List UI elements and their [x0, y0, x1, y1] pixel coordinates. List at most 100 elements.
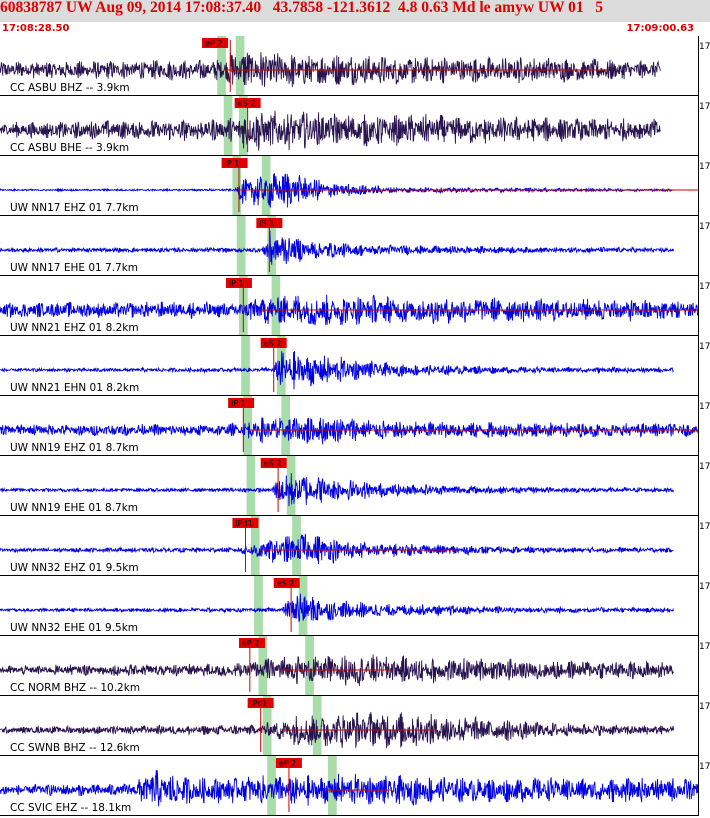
pick-label: eS 2: [264, 459, 282, 468]
pick-window: [238, 96, 248, 156]
pick-box: [260, 458, 287, 468]
pick-window: [232, 156, 242, 216]
trace: eP 2 CC ASBU BHZ -- 3.9km 17: [0, 38, 710, 96]
pick-label: iP 1: [231, 399, 246, 408]
trace: eS 2 UW NN19 EHE 01 8.7km 17: [0, 458, 710, 516]
pick-window: [236, 216, 246, 276]
station-label: UW NN17 EHE 01 7.7km: [10, 262, 138, 274]
station-label: UW NN17 EHZ 01 7.7km: [10, 202, 139, 214]
time-start-label: 17:08:28.50: [2, 23, 70, 34]
trace: eS 2 UW NN21 EHN 01 8.2km 17: [0, 338, 710, 396]
time-end-label: 17:09:00.63: [626, 23, 694, 34]
pick-window: [254, 576, 263, 636]
pick-label: eP 2: [205, 39, 222, 48]
edge-label: 17: [699, 162, 710, 172]
edge-label: 17: [699, 462, 710, 472]
waveform: [0, 52, 661, 88]
pick-window: [261, 156, 271, 216]
trace: eS 2 UW NN32 EHE 01 9.5km 17: [0, 578, 710, 636]
waveform: [0, 230, 674, 265]
trace: iP 1 UW NN19 EHZ 01 8.7km 17: [0, 398, 710, 456]
pick-box: [260, 338, 287, 348]
pick-window: [305, 636, 314, 696]
waveform: [0, 473, 674, 507]
edge-label: 17: [699, 42, 710, 52]
trace: eP 2 CC SVIC EHZ -- 18.1km 17: [0, 758, 710, 816]
trace: iPc1 CC SWNB BHZ -- 12.6km 17: [0, 698, 710, 756]
title-bar: 60838787 UW Aug 09, 2014 17:08:37.40 43.…: [0, 0, 710, 22]
pick-box: [221, 158, 248, 168]
pick-box: [202, 38, 229, 48]
pick-label: eS 2: [238, 99, 256, 108]
station-label: UW NN21 EHZ 01 8.2km: [10, 322, 139, 334]
pick-box: [256, 218, 283, 228]
edge-label: 17: [699, 282, 710, 292]
trace: eP 2 CC NORM BHZ -- 10.2km 17: [0, 638, 710, 696]
pick-box: [228, 398, 255, 408]
edge-label: 17: [699, 762, 710, 772]
station-label: CC NORM BHZ -- 10.2km: [10, 682, 140, 694]
waveform: [0, 294, 699, 326]
pick-window: [298, 576, 308, 636]
trace: iP 1 UW NN17 EHZ 01 7.7km 17: [0, 158, 710, 216]
trace: iPd1 UW NN32 EHZ 01 9.5km 17: [0, 518, 710, 576]
edge-label: 17: [699, 222, 710, 232]
waveform: [0, 110, 661, 151]
waveform: [0, 593, 674, 623]
waveform: [0, 712, 674, 749]
station-label: UW NN19 EHZ 01 8.7km: [10, 442, 139, 454]
trace: iP 1 UW NN21 EHZ 01 8.2km 17: [0, 278, 710, 336]
pick-box: [247, 698, 274, 708]
waveform: [0, 533, 674, 565]
station-label: CC ASBU BHE -- 3.9km: [10, 142, 129, 154]
pick-window: [243, 396, 253, 456]
pick-label: iPc1: [251, 699, 268, 708]
pick-window: [250, 516, 260, 576]
pick-label: eS 2: [277, 579, 295, 588]
traces: eP 2 CC ASBU BHZ -- 3.9km 17 eS 2 CC ASBU BH…: [0, 38, 710, 816]
edge-label: 17: [699, 102, 710, 112]
waveform: [0, 770, 699, 807]
station-label: UW NN21 EHN 01 8.2km: [10, 382, 139, 394]
seismogram-svg: eP 2 CC ASBU BHZ -- 3.9km 17 eS 2 CC ASBU BH…: [0, 36, 710, 816]
edge-label: 17: [699, 402, 710, 412]
station-label: UW NN32 EHZ 01 9.5km: [10, 562, 139, 574]
edge-label: 17: [699, 642, 710, 652]
pick-label: iP 1: [225, 159, 240, 168]
pick-label: iP 1: [229, 279, 244, 288]
pick-window: [217, 36, 226, 96]
pick-window: [312, 696, 322, 756]
station-label: CC SVIC EHZ -- 18.1km: [10, 802, 131, 814]
waveform: [0, 417, 699, 445]
pick-box: [275, 758, 302, 768]
edge-label: 17: [699, 522, 710, 532]
station-label: UW NN19 EHE 01 8.7km: [10, 502, 138, 514]
pick-label: iPd1: [235, 519, 252, 528]
pick-box: [273, 578, 300, 588]
edge-label: 17: [699, 342, 710, 352]
trace: eS 2 CC ASBU BHE -- 3.9km 17: [0, 98, 710, 156]
pick-window: [281, 396, 291, 456]
pick-window: [258, 636, 268, 696]
pick-label: eP 2: [279, 759, 296, 768]
trace: iS 1 UW NN17 EHE 01 7.7km 17: [0, 218, 710, 276]
station-label: CC SWNB BHZ -- 12.6km: [10, 742, 140, 754]
pick-window: [267, 216, 276, 276]
pick-box: [232, 518, 259, 528]
edge-label: 17: [699, 582, 710, 592]
pick-window: [246, 456, 256, 516]
waveform: [0, 654, 674, 686]
pick-window: [271, 276, 281, 336]
pick-window: [241, 336, 250, 396]
pick-label: eS 2: [264, 339, 282, 348]
pick-box: [234, 98, 261, 108]
seismogram-panel: eP 2 CC ASBU BHZ -- 3.9km 17 eS 2 CC ASBU BH…: [0, 36, 710, 818]
pick-label: iS 1: [259, 219, 274, 228]
event-title: 60838787 UW Aug 09, 2014 17:08:37.40 43.…: [0, 0, 604, 16]
pick-box: [225, 278, 252, 288]
station-label: CC ASBU BHZ -- 3.9km: [10, 82, 130, 94]
pick-label: eP 2: [242, 639, 259, 648]
waveform: [0, 351, 674, 390]
pick-box: [238, 638, 265, 648]
edge-label: 17: [699, 702, 710, 712]
